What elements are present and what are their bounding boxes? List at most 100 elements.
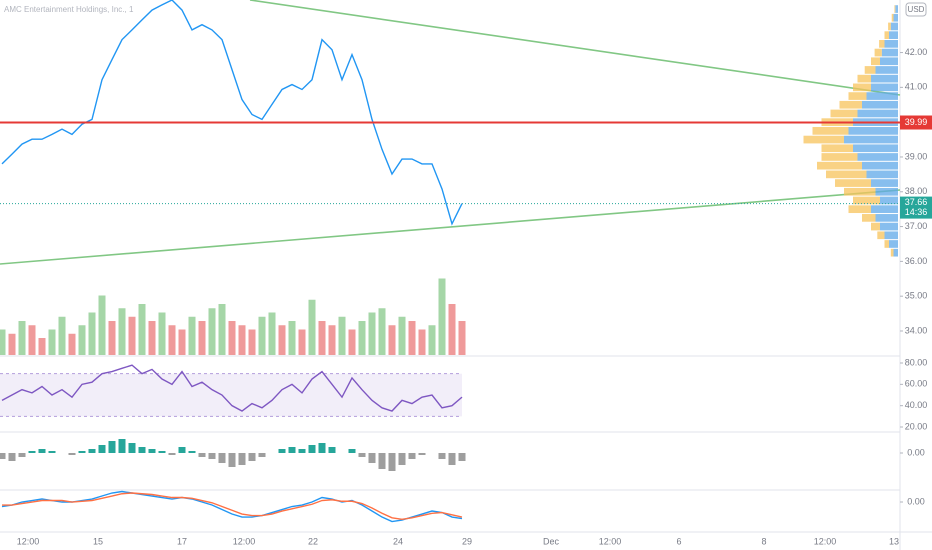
bar: [428, 325, 436, 355]
bar: [118, 308, 126, 355]
bar: [398, 453, 406, 465]
volume-profile-bar: [871, 179, 898, 187]
y-tick-label: 60.00: [905, 379, 928, 389]
volume-profile-bar: [848, 205, 871, 214]
bar: [368, 453, 376, 463]
bar: [48, 451, 56, 453]
bar: [328, 447, 336, 453]
bar: [388, 325, 396, 355]
price-label: 39.99: [905, 117, 928, 127]
volume-profile-bar: [817, 161, 862, 170]
x-tick-label: 17: [177, 536, 187, 546]
bar: [418, 453, 426, 455]
volume-profile-bar: [866, 170, 898, 179]
volume-profile-bar: [891, 13, 894, 22]
bar: [178, 329, 186, 355]
trend-line: [249, 0, 901, 96]
bar: [318, 321, 326, 355]
bar: [348, 449, 356, 453]
volume-profile-bar: [862, 100, 898, 109]
bar: [288, 321, 296, 355]
bar: [18, 321, 26, 355]
volume-profile-bar: [821, 144, 853, 153]
bar: [88, 312, 96, 355]
volume-profile-bar: [884, 231, 898, 240]
bar: [38, 449, 46, 453]
bar: [418, 329, 426, 355]
volume-profile-bar: [812, 127, 849, 135]
volume-profile-bar: [844, 187, 876, 196]
last-price-label: 37.66: [905, 197, 928, 207]
y-tick-label: 0.00: [907, 496, 925, 506]
x-tick-label: 12:00: [17, 536, 40, 546]
bar: [148, 449, 156, 453]
volume-profile-bar: [862, 214, 876, 222]
bar: [98, 445, 106, 453]
currency-badge: [905, 2, 927, 17]
x-tick-label: 12:00: [814, 536, 837, 546]
bar: [198, 321, 206, 355]
volume-profile-bar: [862, 161, 898, 170]
x-tick-label: 8: [761, 536, 766, 546]
bar: [258, 316, 266, 355]
y-tick-label: 37.00: [905, 221, 928, 231]
x-tick-label: 15: [93, 536, 103, 546]
x-tick-label: 29: [462, 536, 472, 546]
volume-profile-bar: [826, 170, 867, 179]
bar: [328, 325, 336, 355]
y-tick-label: 20.00: [905, 421, 928, 431]
x-tick-label: Dec: [543, 536, 560, 546]
y-tick-label: 41.00: [905, 82, 928, 92]
currency: USD: [908, 5, 925, 14]
bar: [128, 443, 136, 453]
bar: [0, 329, 6, 355]
bar: [438, 278, 446, 355]
bar: [458, 453, 466, 461]
series-line: [2, 492, 463, 520]
volume-profile-bar: [835, 179, 871, 187]
bar: [308, 299, 316, 355]
volume-profile-bar: [888, 22, 891, 31]
bar: [448, 453, 456, 465]
symbol-title: AMC Entertainment Holdings, Inc., 1: [4, 5, 134, 14]
y-tick-label: 35.00: [905, 291, 928, 301]
bar: [88, 449, 96, 453]
y-tick-label: 34.00: [905, 325, 928, 335]
volume-profile-bar: [830, 109, 858, 118]
volume-profile-bar: [893, 13, 898, 22]
bar: [68, 333, 76, 355]
volume-profile-bar: [893, 248, 898, 257]
bar: [338, 316, 346, 355]
volume-profile-bar: [857, 74, 871, 83]
y-tick-label: 39.00: [905, 151, 928, 161]
bar: [138, 447, 146, 453]
bar: [308, 445, 316, 453]
bar: [238, 453, 246, 465]
bar: [258, 453, 266, 457]
volume-profile-bar: [821, 153, 858, 161]
bar: [48, 329, 56, 355]
volume-profile-bar: [871, 57, 880, 66]
volume-profile-bar: [880, 196, 898, 205]
y-tick-label: 38.00: [905, 186, 928, 196]
y-tick-label: 36.00: [905, 256, 928, 266]
volume-profile-bar: [884, 40, 898, 48]
bar: [8, 453, 16, 461]
volume-profile-bar: [857, 109, 898, 118]
volume-profile-bar: [884, 240, 889, 248]
volume-profile-bar: [879, 40, 885, 48]
bar: [158, 451, 166, 453]
volume-profile-bar: [890, 22, 898, 31]
volume-profile-bar: [871, 74, 898, 83]
bar: [168, 453, 176, 455]
volume-profile-bar: [890, 248, 894, 257]
volume-profile-bar: [803, 135, 844, 144]
volume-profile-bar: [880, 222, 898, 231]
volume-profile-bar: [880, 57, 898, 66]
bar: [358, 453, 366, 457]
volume-profile-bar: [889, 31, 898, 40]
bar: [448, 304, 456, 355]
bar: [248, 329, 256, 355]
